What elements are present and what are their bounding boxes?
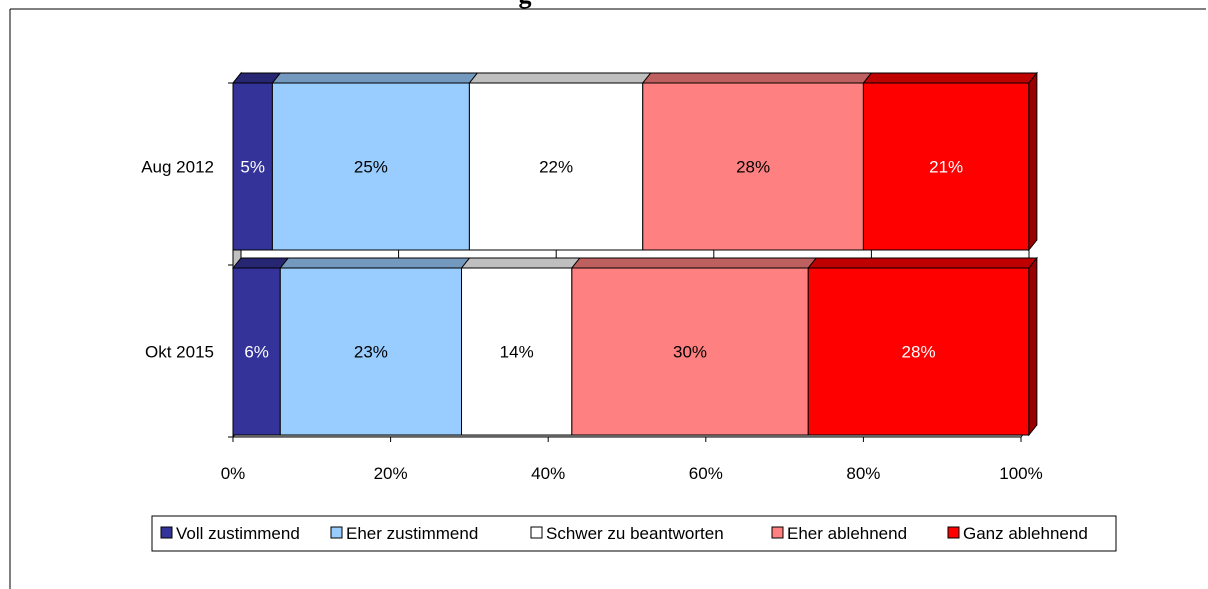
bar-segment	[279, 267, 463, 436]
x-tick-label: 20%	[374, 464, 408, 483]
bar-top-face	[641, 72, 873, 84]
bar-top-face	[279, 257, 471, 269]
category-label: Okt 2015	[145, 343, 214, 362]
bar-side-face	[1028, 71, 1038, 252]
bar-side-face	[1028, 256, 1038, 437]
bar-segment	[468, 82, 644, 251]
chart-title-fragment: g	[519, 0, 532, 9]
legend-swatch	[771, 526, 784, 539]
legend-swatch	[530, 526, 543, 539]
x-tick-label: 100%	[999, 464, 1042, 483]
legend-label: Eher ablehnend	[787, 524, 907, 543]
bar-segment	[461, 267, 573, 436]
bar-top-face	[231, 257, 290, 269]
legend-swatch	[947, 526, 960, 539]
data-label: 21%	[929, 158, 963, 177]
data-label: 28%	[902, 343, 936, 362]
legend-swatch	[330, 526, 343, 539]
bar-segment	[642, 82, 864, 251]
legend-label: Schwer zu beantworten	[546, 524, 724, 543]
bar-top-face	[570, 257, 818, 269]
data-label: 6%	[244, 343, 269, 362]
data-label: 30%	[673, 343, 707, 362]
data-label: 28%	[736, 158, 770, 177]
category-label: Aug 2012	[141, 158, 214, 177]
data-label: 5%	[240, 158, 265, 177]
x-tick-label: 40%	[531, 464, 565, 483]
bar-segment	[232, 267, 281, 436]
bar-segment	[862, 82, 1030, 251]
legend-label: Ganz ablehnend	[963, 524, 1088, 543]
x-tick-label: 0%	[221, 464, 246, 483]
legend-label: Eher zustimmend	[346, 524, 478, 543]
data-label: 14%	[500, 343, 534, 362]
bar-top-face	[460, 257, 581, 269]
bar-segment	[271, 82, 470, 251]
data-label: 25%	[354, 158, 388, 177]
x-tick-label: 60%	[689, 464, 723, 483]
legend-swatch	[160, 526, 173, 539]
data-label: 22%	[539, 158, 573, 177]
bar-segment	[807, 267, 1030, 436]
bar-top-face	[468, 72, 652, 84]
x-tick-label: 80%	[846, 464, 880, 483]
bar-top-face	[271, 72, 479, 84]
bar-top-face	[807, 257, 1038, 269]
bar-top-face	[862, 72, 1038, 84]
legend-label: Voll zustimmend	[176, 524, 300, 543]
bar-segment	[571, 267, 809, 436]
data-label: 23%	[354, 343, 388, 362]
